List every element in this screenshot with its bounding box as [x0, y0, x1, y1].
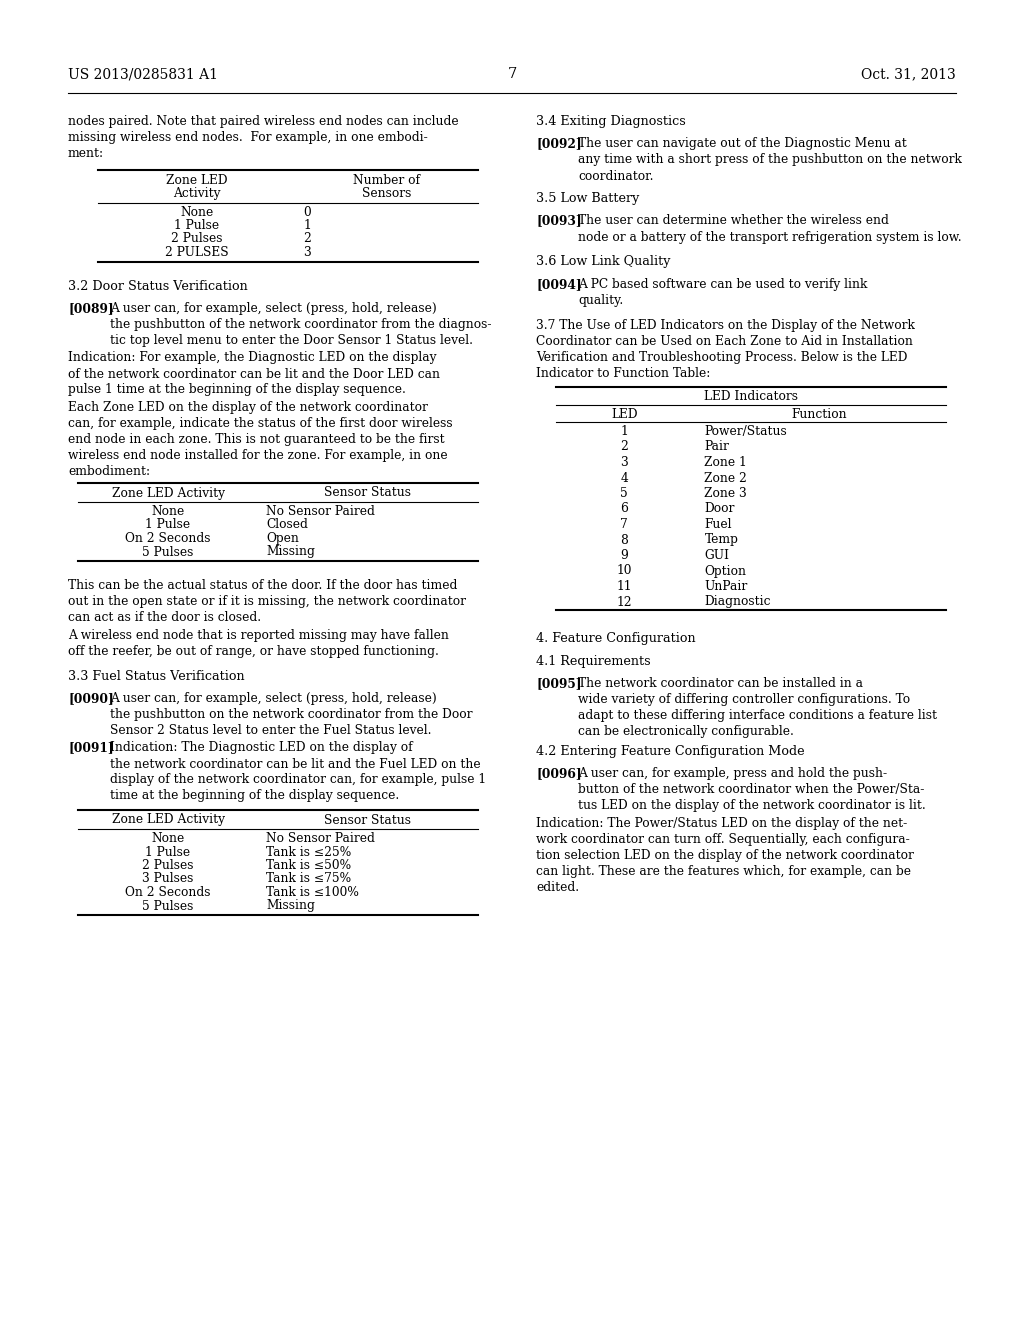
Text: 3: 3 — [621, 455, 628, 469]
Text: Number of: Number of — [353, 173, 420, 186]
Text: [0095]: [0095] — [536, 677, 582, 690]
Text: 5 Pulses: 5 Pulses — [142, 545, 194, 558]
Text: 1 Pulse: 1 Pulse — [174, 219, 219, 232]
Text: Zone LED Activity: Zone LED Activity — [112, 813, 224, 826]
Text: Indication: The Diagnostic LED on the display of
the network coordinator can be : Indication: The Diagnostic LED on the di… — [110, 742, 486, 803]
Text: 12: 12 — [616, 595, 632, 609]
Text: 4.1 Requirements: 4.1 Requirements — [536, 655, 650, 668]
Text: On 2 Seconds: On 2 Seconds — [125, 886, 211, 899]
Text: 2 PULSES: 2 PULSES — [165, 246, 228, 259]
Text: 11: 11 — [616, 579, 632, 593]
Text: 3.2 Door Status Verification: 3.2 Door Status Verification — [68, 280, 248, 293]
Text: Zone 1: Zone 1 — [705, 455, 748, 469]
Text: 4. Feature Configuration: 4. Feature Configuration — [536, 632, 695, 645]
Text: 1: 1 — [303, 219, 311, 232]
Text: 1 Pulse: 1 Pulse — [145, 846, 190, 858]
Text: None: None — [152, 832, 184, 845]
Text: 3.5 Low Battery: 3.5 Low Battery — [536, 191, 639, 205]
Text: 2 Pulses: 2 Pulses — [142, 859, 194, 873]
Text: Tank is ≤25%: Tank is ≤25% — [266, 846, 351, 858]
Text: 6: 6 — [621, 503, 628, 516]
Text: Temp: Temp — [705, 533, 738, 546]
Text: The network coordinator can be installed in a
wide variety of differing controll: The network coordinator can be installed… — [578, 677, 937, 738]
Text: US 2013/0285831 A1: US 2013/0285831 A1 — [68, 67, 218, 81]
Text: [0094]: [0094] — [536, 279, 582, 290]
Text: 2 Pulses: 2 Pulses — [171, 232, 222, 246]
Text: Indication: The Power/Status LED on the display of the net-
work coordinator can: Indication: The Power/Status LED on the … — [536, 817, 913, 894]
Text: Tank is ≤100%: Tank is ≤100% — [266, 886, 358, 899]
Text: The user can navigate out of the Diagnostic Menu at
any time with a short press : The user can navigate out of the Diagnos… — [578, 137, 962, 182]
Text: Zone LED: Zone LED — [166, 173, 227, 186]
Text: Missing: Missing — [266, 899, 314, 912]
Text: Tank is ≤75%: Tank is ≤75% — [266, 873, 351, 886]
Text: Indication: For example, the Diagnostic LED on the display
of the network coordi: Indication: For example, the Diagnostic … — [68, 351, 440, 396]
Text: Activity: Activity — [173, 187, 220, 201]
Text: [0093]: [0093] — [536, 214, 582, 227]
Text: Oct. 31, 2013: Oct. 31, 2013 — [861, 67, 956, 81]
Text: Open: Open — [266, 532, 299, 545]
Text: 3.6 Low Link Quality: 3.6 Low Link Quality — [536, 256, 671, 268]
Text: Closed: Closed — [266, 519, 308, 532]
Text: [0090]: [0090] — [68, 692, 114, 705]
Text: Each Zone LED on the display of the network coordinator
can, for example, indica: Each Zone LED on the display of the netw… — [68, 401, 453, 478]
Text: 2: 2 — [621, 441, 628, 454]
Text: Sensor Status: Sensor Status — [325, 813, 412, 826]
Text: 3.3 Fuel Status Verification: 3.3 Fuel Status Verification — [68, 669, 245, 682]
Text: 5 Pulses: 5 Pulses — [142, 899, 194, 912]
Text: 3: 3 — [303, 246, 311, 259]
Text: [0096]: [0096] — [536, 767, 582, 780]
Text: A user can, for example, press and hold the push-
button of the network coordina: A user can, for example, press and hold … — [578, 767, 926, 813]
Text: Sensor Status: Sensor Status — [325, 487, 412, 499]
Text: [0091]: [0091] — [68, 742, 114, 755]
Text: nodes paired. Note that paired wireless end nodes can include
missing wireless e: nodes paired. Note that paired wireless … — [68, 115, 459, 160]
Text: Tank is ≤50%: Tank is ≤50% — [266, 859, 351, 873]
Text: 7: 7 — [621, 517, 628, 531]
Text: LED Indicators: LED Indicators — [705, 389, 798, 403]
Text: 4: 4 — [621, 471, 628, 484]
Text: A user can, for example, select (press, hold, release)
the pushbutton on the net: A user can, for example, select (press, … — [110, 692, 472, 737]
Text: 8: 8 — [621, 533, 628, 546]
Text: 10: 10 — [616, 565, 632, 578]
Text: 4.2 Entering Feature Configuration Mode: 4.2 Entering Feature Configuration Mode — [536, 744, 805, 758]
Text: 3 Pulses: 3 Pulses — [142, 873, 194, 886]
Text: No Sensor Paired: No Sensor Paired — [266, 832, 375, 845]
Text: None: None — [180, 206, 213, 219]
Text: LED: LED — [611, 408, 638, 421]
Text: 7: 7 — [507, 67, 517, 81]
Text: A user can, for example, select (press, hold, release)
the pushbutton of the net: A user can, for example, select (press, … — [110, 302, 492, 347]
Text: Missing: Missing — [266, 545, 314, 558]
Text: Function: Function — [792, 408, 847, 421]
Text: 0: 0 — [303, 206, 311, 219]
Text: 1 Pulse: 1 Pulse — [145, 519, 190, 532]
Text: A PC based software can be used to verify link
quality.: A PC based software can be used to verif… — [578, 279, 867, 308]
Text: Option: Option — [705, 565, 746, 578]
Text: [0089]: [0089] — [68, 302, 114, 315]
Text: The user can determine whether the wireless end
node or a battery of the transpo: The user can determine whether the wirel… — [578, 214, 962, 243]
Text: UnPair: UnPair — [705, 579, 748, 593]
Text: Zone 3: Zone 3 — [705, 487, 748, 500]
Text: No Sensor Paired: No Sensor Paired — [266, 506, 375, 517]
Text: Zone 2: Zone 2 — [705, 471, 748, 484]
Text: Pair: Pair — [705, 441, 729, 454]
Text: 5: 5 — [621, 487, 628, 500]
Text: Zone LED Activity: Zone LED Activity — [112, 487, 224, 499]
Text: A wireless end node that is reported missing may have fallen
off the reefer, be : A wireless end node that is reported mis… — [68, 628, 449, 657]
Text: 3.4 Exiting Diagnostics: 3.4 Exiting Diagnostics — [536, 115, 686, 128]
Text: Door: Door — [705, 503, 735, 516]
Text: Diagnostic: Diagnostic — [705, 595, 771, 609]
Text: Power/Status: Power/Status — [705, 425, 787, 438]
Text: On 2 Seconds: On 2 Seconds — [125, 532, 211, 545]
Text: 2: 2 — [303, 232, 311, 246]
Text: GUI: GUI — [705, 549, 729, 562]
Text: Fuel: Fuel — [705, 517, 732, 531]
Text: 3.7 The Use of LED Indicators on the Display of the Network
Coordinator can be U: 3.7 The Use of LED Indicators on the Dis… — [536, 319, 914, 380]
Text: 1: 1 — [621, 425, 628, 438]
Text: Sensors: Sensors — [362, 187, 412, 201]
Text: This can be the actual status of the door. If the door has timed
out in the open: This can be the actual status of the doo… — [68, 579, 466, 624]
Text: 9: 9 — [621, 549, 628, 562]
Text: [0092]: [0092] — [536, 137, 582, 150]
Text: None: None — [152, 506, 184, 517]
